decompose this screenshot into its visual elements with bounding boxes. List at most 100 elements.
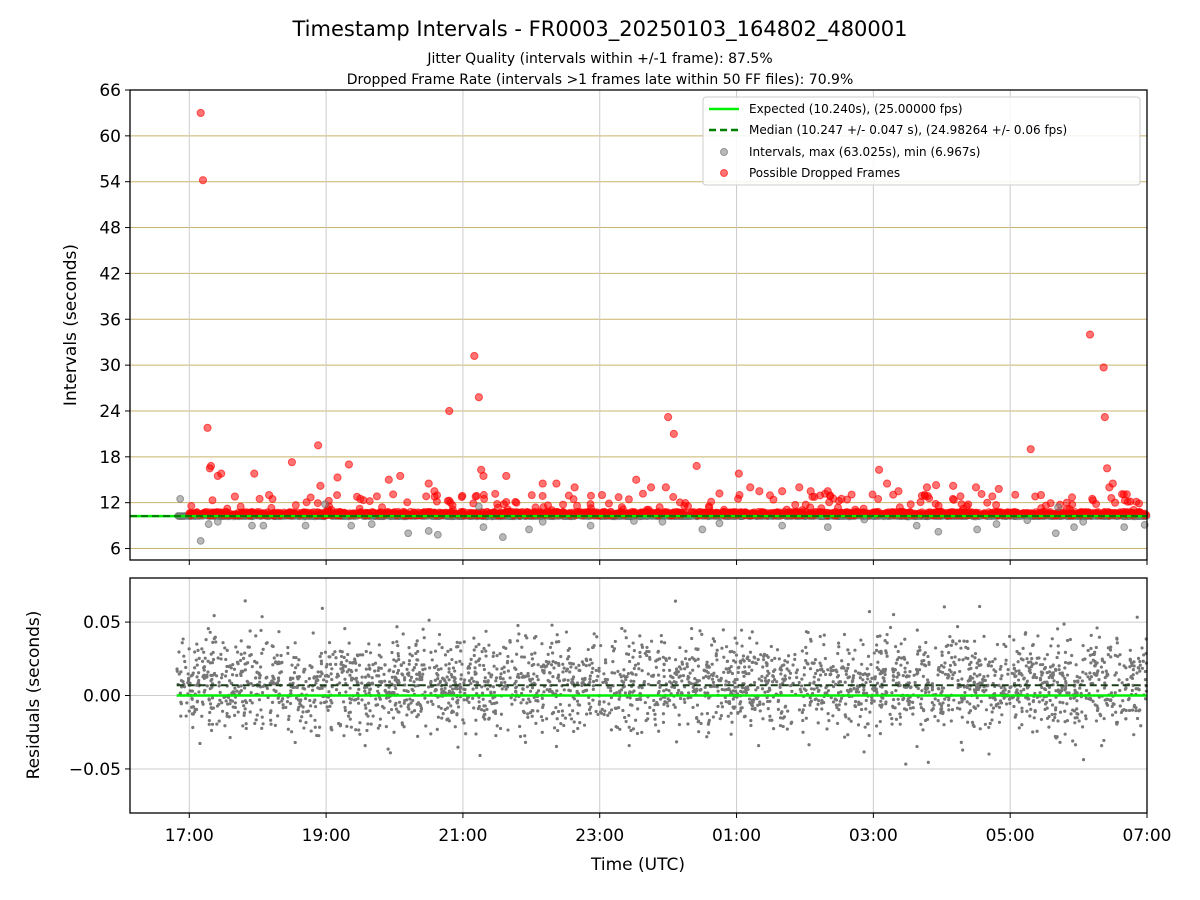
residual-point (546, 652, 550, 656)
residual-point (535, 674, 539, 678)
dropped-frame-outlier (333, 473, 342, 482)
residual-point (752, 680, 757, 685)
dropped-frame-outlier (250, 469, 259, 478)
residual-point (396, 643, 400, 648)
residual-point (949, 643, 953, 647)
residual-point (1132, 664, 1136, 668)
residual-point (520, 645, 524, 649)
residual-point (983, 657, 988, 661)
residual-point (360, 681, 364, 685)
residual-point (632, 666, 636, 671)
dropped-frame-outlier (1088, 494, 1097, 503)
residual-point (1115, 641, 1119, 645)
residual-point (761, 665, 765, 669)
residual-point (1062, 622, 1066, 626)
dropped-frame-point (962, 502, 971, 511)
residual-point (635, 731, 640, 736)
interval-outlier (479, 523, 488, 532)
residual-point (877, 650, 881, 654)
residual-point (858, 714, 862, 719)
residual-point (707, 676, 711, 680)
residual-point (866, 722, 870, 726)
residual-point (329, 672, 333, 676)
residual-point (255, 670, 259, 674)
residual-point (1081, 670, 1085, 674)
residual-point (801, 730, 805, 734)
residual-point (1017, 651, 1021, 656)
dropped-frame-outlier (795, 483, 804, 492)
residual-point (680, 679, 684, 683)
residual-point (333, 650, 337, 654)
residual-point (276, 714, 280, 718)
residual-point (568, 670, 572, 674)
residual-point (999, 664, 1003, 669)
residual-point (763, 690, 767, 694)
residual-point (443, 653, 448, 657)
residual-point (212, 613, 216, 618)
residual-point (451, 697, 455, 701)
residual-point (308, 698, 312, 703)
residual-point (373, 669, 377, 673)
residual-point (864, 680, 868, 685)
residual-point (363, 703, 367, 707)
residual-point (1118, 688, 1122, 693)
residual-point (691, 705, 695, 710)
residual-point (343, 677, 347, 681)
dropped-frame-outlier (1108, 479, 1117, 488)
residual-point (978, 727, 982, 731)
residual-point (733, 636, 737, 640)
residual-point (498, 652, 502, 656)
residual-point (921, 674, 925, 679)
residual-point (1096, 689, 1100, 693)
dropped-frame-point (604, 499, 613, 508)
dropped-frame-point (798, 506, 807, 515)
residual-point (367, 642, 371, 646)
residual-point (541, 705, 545, 709)
dropped-frame-point (614, 493, 623, 502)
residual-point (1045, 716, 1050, 721)
residual-point (735, 677, 739, 682)
dropped-frame-outlier (669, 429, 678, 439)
residual-point (684, 649, 688, 653)
residual-point (1073, 679, 1077, 683)
residual-point (502, 670, 506, 674)
intervals-y-tick-label: 42 (99, 264, 121, 284)
residual-point (783, 705, 787, 709)
residual-point (292, 671, 297, 675)
residual-point (504, 687, 508, 691)
residual-point (863, 725, 867, 729)
residual-point (1068, 661, 1073, 665)
residual-point (884, 700, 888, 704)
dropped-frame-outlier (1085, 330, 1095, 339)
residual-point (506, 669, 510, 673)
residual-point (304, 679, 308, 684)
residual-point (338, 649, 342, 653)
dropped-frame-point (923, 492, 932, 501)
residual-point (595, 678, 599, 683)
dropped-frame-outlier (570, 483, 579, 492)
dropped-frame-outlier (314, 441, 323, 450)
dropped-frame-point (586, 491, 595, 500)
residual-point (902, 707, 907, 711)
residual-point (393, 703, 397, 707)
residual-point (613, 639, 617, 644)
residual-point (646, 682, 651, 686)
residual-point (551, 675, 555, 679)
residual-point (287, 717, 291, 722)
residual-point (460, 662, 464, 666)
residual-point (242, 704, 246, 708)
residual-point (587, 702, 591, 706)
residual-point (1095, 708, 1100, 713)
residual-point (846, 662, 850, 667)
residual-point (1048, 698, 1052, 703)
residual-point (975, 674, 979, 678)
residual-point (899, 663, 903, 667)
residual-point (864, 698, 868, 703)
dropped-frame-outlier (632, 475, 641, 484)
residual-point (683, 667, 687, 671)
dropped-frame-outlier (196, 108, 205, 118)
residual-point (310, 688, 315, 692)
residual-point (391, 716, 396, 720)
residual-point (748, 636, 752, 640)
residual-point (494, 676, 499, 680)
